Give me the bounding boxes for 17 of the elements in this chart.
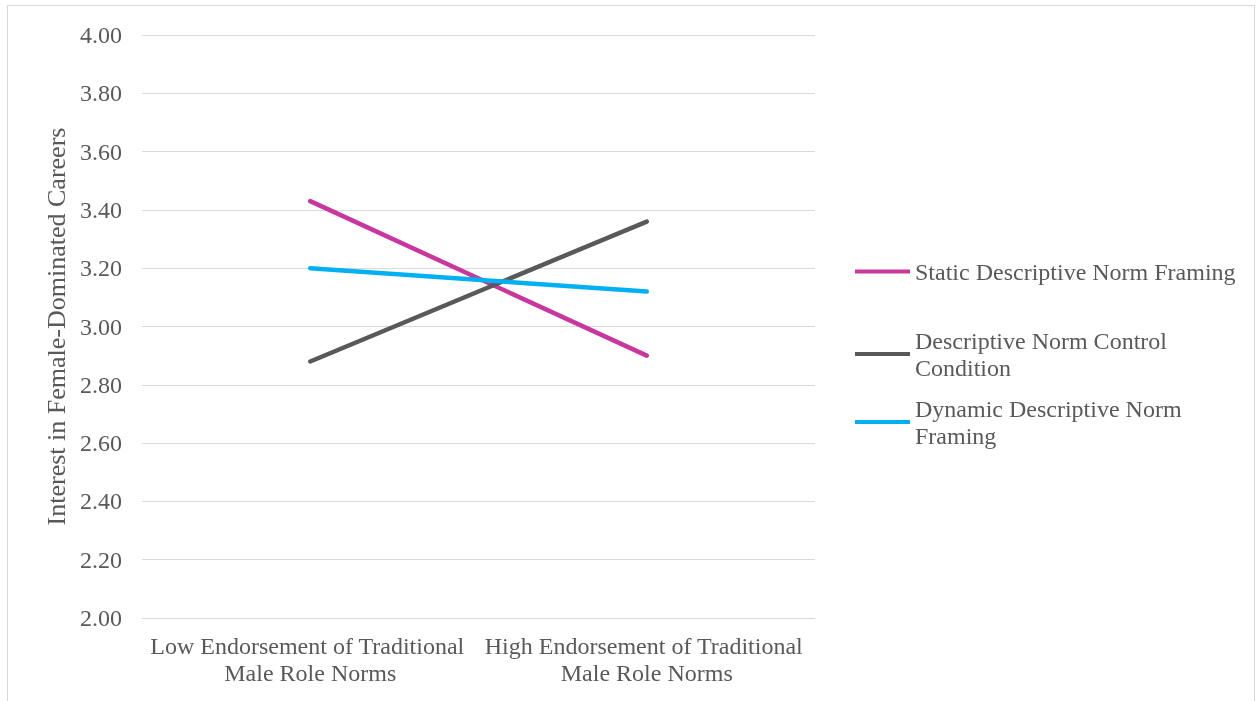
x-tick-label: Low Endorsement of Traditional Male Role Norms xyxy=(150,632,471,686)
legend-label: Descriptive Norm Control Condition xyxy=(915,327,1173,381)
x-tick-label: High Endorsement of Traditional Male Role Norms xyxy=(484,632,809,686)
y-tick-label: 4.00 xyxy=(80,22,122,48)
y-tick-label: 2.00 xyxy=(80,605,122,631)
y-tick-label: 3.40 xyxy=(80,196,122,223)
legend-label: Dynamic Descriptive Norm Framing xyxy=(915,395,1188,449)
y-axis-title: Interest in Female-Dominated Careers xyxy=(41,127,71,526)
y-tick-label: 3.60 xyxy=(80,138,122,165)
legend-label: Static Descriptive Norm Framing xyxy=(915,258,1236,285)
y-tick-label: 3.00 xyxy=(80,313,122,340)
y-tick-label: 2.20 xyxy=(80,546,122,573)
y-tick-label: 3.20 xyxy=(80,255,122,282)
y-tick-label: 2.40 xyxy=(80,488,122,515)
y-tick-label: 3.80 xyxy=(80,80,122,107)
y-tick-label: 2.80 xyxy=(80,371,122,398)
y-tick-label: 2.60 xyxy=(80,430,122,457)
